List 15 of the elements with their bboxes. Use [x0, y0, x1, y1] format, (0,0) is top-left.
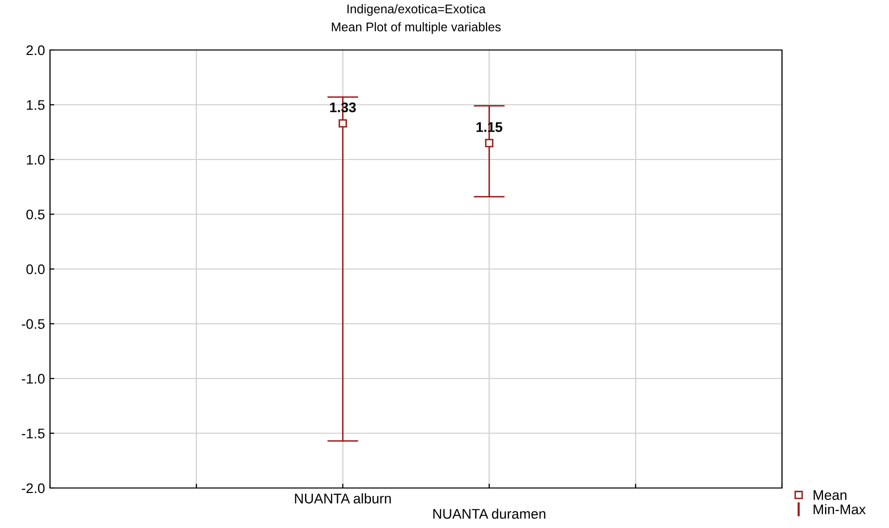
y-tick-label: -0.5 [22, 319, 45, 329]
text: Min-Max [814, 504, 866, 514]
legend-label: Mean [814, 490, 846, 500]
y-tick-label: -1.5 [22, 428, 45, 438]
x-tick-label: NUANTA alburn [295, 493, 391, 504]
chart-title: Indigena/exotica=Exotica [347, 4, 486, 16]
x-tick-label: NUANTA duramen [433, 508, 546, 519]
y-tick-label: -1.0 [22, 374, 45, 384]
y-tick-label: 1.5 [26, 100, 45, 110]
chart-subtitle: Mean Plot of multiple variables [332, 22, 501, 34]
y-tick-label: 2.0 [26, 45, 45, 56]
y-tick-label: 1.0 [26, 154, 45, 165]
y-tick-label: 0.5 [26, 210, 45, 220]
y-tick-label: -2.0 [22, 483, 45, 494]
y-tick-label: 0.0 [26, 264, 45, 274]
